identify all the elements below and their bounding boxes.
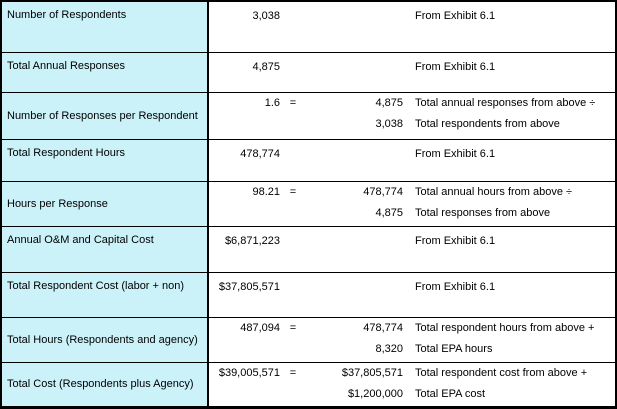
row-content-cell: $6,871,223 From Exhibit 6.1 bbox=[209, 227, 615, 272]
formula-line-1: 98.21 = 478,774 Total annual hours from … bbox=[209, 185, 615, 206]
equals-sign: = bbox=[289, 97, 297, 109]
value-line: 4,875 From Exhibit 6.1 bbox=[209, 60, 615, 81]
equals-sign: = bbox=[289, 367, 297, 379]
row-source: From Exhibit 6.1 bbox=[415, 10, 496, 22]
row-source: From Exhibit 6.1 bbox=[415, 61, 496, 73]
row-label-cell: Total Annual Responses bbox=[2, 53, 209, 92]
row-result: 487,094 bbox=[240, 322, 280, 334]
table-row-responses-per-respondent: Number of Responses per Respondent 1.6 =… bbox=[2, 93, 615, 140]
row-label: Total Cost (Respondents plus Agency) bbox=[7, 378, 194, 390]
row-label: Number of Respondents bbox=[7, 9, 127, 21]
operand-value: $37,805,571 bbox=[341, 367, 403, 379]
operand-value: 4,875 bbox=[375, 207, 403, 219]
row-label-cell: Hours per Response bbox=[2, 182, 209, 226]
row-content-cell: $39,005,571 = $37,805,571 Total responde… bbox=[209, 363, 615, 406]
row-label-cell: Total Respondent Hours bbox=[2, 140, 209, 181]
operand-value: 478,774 bbox=[363, 186, 403, 198]
operand-description: Total respondents from above bbox=[415, 118, 560, 130]
row-value: $37,805,571 bbox=[218, 281, 280, 293]
operand-description: Total EPA hours bbox=[415, 343, 493, 355]
operand-description: Total responses from above bbox=[415, 207, 551, 219]
operand-value: 3,038 bbox=[375, 118, 403, 130]
row-content-cell: 3,038 From Exhibit 6.1 bbox=[209, 2, 615, 52]
value-line: 3,038 From Exhibit 6.1 bbox=[209, 9, 615, 30]
operand-description: Total annual responses from above ÷ bbox=[415, 97, 596, 109]
row-content-cell: 1.6 = 4,875 Total annual responses from … bbox=[209, 93, 615, 139]
row-source: From Exhibit 6.1 bbox=[415, 148, 496, 160]
table-row-total-respondent-hours: Total Respondent Hours 478,774 From Exhi… bbox=[2, 140, 615, 182]
operand-description: Total respondent hours from above + bbox=[415, 322, 595, 334]
row-content-cell: 478,774 From Exhibit 6.1 bbox=[209, 140, 615, 181]
row-content-cell: $37,805,571 From Exhibit 6.1 bbox=[209, 273, 615, 317]
operand-value: 8,320 bbox=[375, 343, 403, 355]
operand-value: 478,774 bbox=[363, 322, 403, 334]
row-value: $6,871,223 bbox=[224, 235, 280, 247]
value-line: $37,805,571 From Exhibit 6.1 bbox=[209, 280, 615, 301]
row-label-cell: Total Hours (Respondents and agency) bbox=[2, 318, 209, 362]
row-result: 1.6 bbox=[264, 97, 280, 109]
row-label-cell: Annual O&M and Capital Cost bbox=[2, 227, 209, 272]
table-row-total-annual-responses: Total Annual Responses 4,875 From Exhibi… bbox=[2, 53, 615, 93]
table-row-total-respondent-cost: Total Respondent Cost (labor + non) $37,… bbox=[2, 273, 615, 318]
equals-sign: = bbox=[289, 322, 297, 334]
row-content-cell: 98.21 = 478,774 Total annual hours from … bbox=[209, 182, 615, 226]
operand-value: 4,875 bbox=[375, 97, 403, 109]
formula-line-2: 3,038 Total respondents from above bbox=[209, 117, 615, 138]
row-label: Total Hours (Respondents and agency) bbox=[7, 333, 198, 346]
operand-description: Total annual hours from above ÷ bbox=[415, 186, 573, 198]
formula-line-1: 487,094 = 478,774 Total respondent hours… bbox=[209, 321, 615, 342]
row-label-cell: Total Respondent Cost (labor + non) bbox=[2, 273, 209, 317]
formula-line-1: 1.6 = 4,875 Total annual responses from … bbox=[209, 96, 615, 117]
row-source: From Exhibit 6.1 bbox=[415, 281, 496, 293]
row-value: 4,875 bbox=[252, 61, 280, 73]
row-value: 478,774 bbox=[240, 148, 280, 160]
formula-line-2: $1,200,000 Total EPA cost bbox=[209, 387, 615, 406]
row-label: Hours per Response bbox=[7, 197, 108, 210]
table-row-total-hours: Total Hours (Respondents and agency) 487… bbox=[2, 318, 615, 363]
formula-line-2: 4,875 Total responses from above bbox=[209, 206, 615, 226]
row-label: Total Annual Responses bbox=[7, 60, 126, 72]
equals-sign: = bbox=[289, 186, 297, 198]
value-line: $6,871,223 From Exhibit 6.1 bbox=[209, 234, 615, 255]
row-label: Total Respondent Hours bbox=[7, 147, 126, 159]
row-label: Number of Responses per Respondent bbox=[7, 109, 198, 122]
row-result: 98.21 bbox=[252, 186, 280, 198]
formula-line-1: $39,005,571 = $37,805,571 Total responde… bbox=[209, 366, 615, 387]
row-label: Total Respondent Cost (labor + non) bbox=[7, 280, 185, 292]
operand-value: $1,200,000 bbox=[347, 388, 403, 400]
row-label-cell: Number of Respondents bbox=[2, 2, 209, 52]
row-value: 3,038 bbox=[252, 10, 280, 22]
formula-line-2: 8,320 Total EPA hours bbox=[209, 342, 615, 362]
table-row-annual-om-capital-cost: Annual O&M and Capital Cost $6,871,223 F… bbox=[2, 227, 615, 273]
table-row-hours-per-response: Hours per Response 98.21 = 478,774 Total… bbox=[2, 182, 615, 227]
row-label-cell: Number of Responses per Respondent bbox=[2, 93, 209, 139]
operand-description: Total EPA cost bbox=[415, 388, 486, 400]
row-result: $39,005,571 bbox=[218, 367, 280, 379]
table-row-number-of-respondents: Number of Respondents 3,038 From Exhibit… bbox=[2, 2, 615, 53]
value-line: 478,774 From Exhibit 6.1 bbox=[209, 147, 615, 168]
row-label: Annual O&M and Capital Cost bbox=[7, 234, 154, 246]
row-content-cell: 487,094 = 478,774 Total respondent hours… bbox=[209, 318, 615, 362]
row-source: From Exhibit 6.1 bbox=[415, 235, 496, 247]
row-label-cell: Total Cost (Respondents plus Agency) bbox=[2, 363, 209, 406]
table-row-total-cost: Total Cost (Respondents plus Agency) $39… bbox=[2, 363, 615, 406]
operand-description: Total respondent cost from above + bbox=[415, 367, 588, 379]
row-content-cell: 4,875 From Exhibit 6.1 bbox=[209, 53, 615, 92]
